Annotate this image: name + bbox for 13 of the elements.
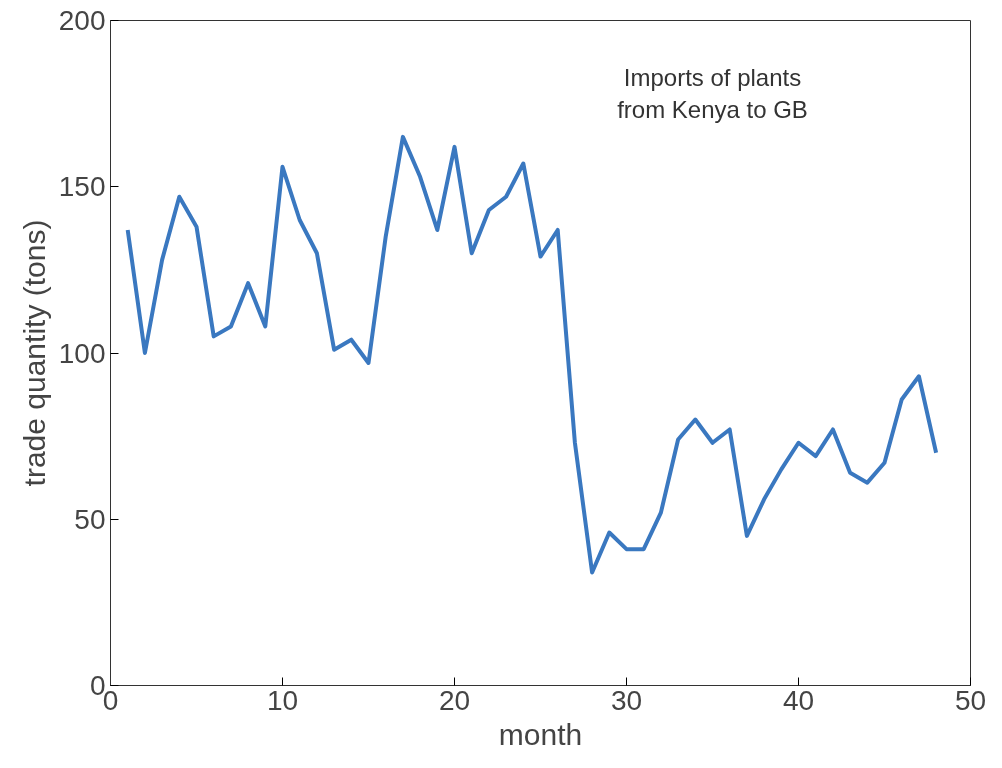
x-tick-label: 20 xyxy=(438,684,471,716)
annotation: Imports of plants from Kenya to GB xyxy=(617,63,808,124)
x-tick-label: 30 xyxy=(610,684,643,716)
y-tick-label: 200 xyxy=(58,5,106,36)
x-tick-label: 50 xyxy=(954,684,987,716)
x-tick-label: 10 xyxy=(266,684,299,716)
x-axis-title: month xyxy=(498,717,583,751)
y-axis-title: trade quantity (tons) xyxy=(17,219,51,487)
y-tick-label: 150 xyxy=(58,171,106,203)
line-series xyxy=(125,134,939,575)
y-tick-label: 50 xyxy=(74,503,106,535)
y-tick-label: 100 xyxy=(58,337,106,369)
x-tick-label: 40 xyxy=(782,684,815,716)
